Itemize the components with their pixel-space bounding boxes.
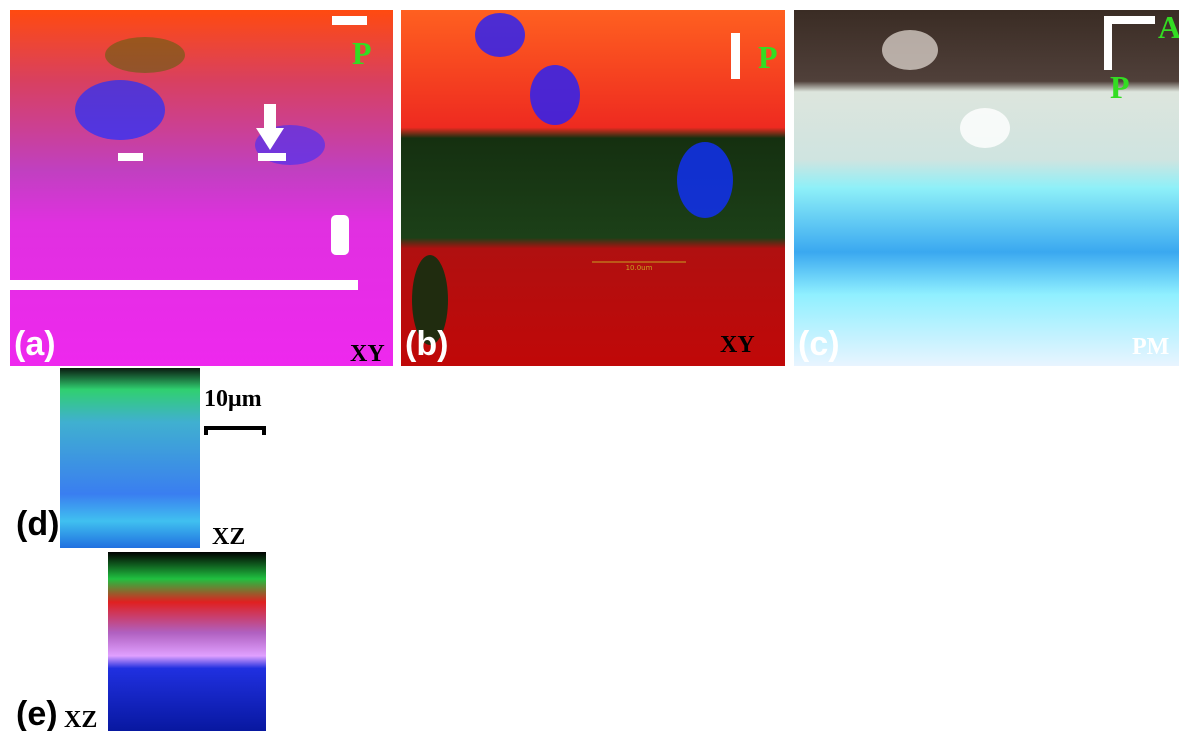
marker <box>731 33 740 79</box>
view-tag: PM <box>1132 334 1169 360</box>
view-tag: XZ <box>212 524 245 550</box>
defect <box>412 255 448 345</box>
scale-text: 10μm <box>204 386 262 412</box>
scale-text: 10.0um <box>626 264 653 272</box>
scale-bar <box>10 280 358 290</box>
view-tag: XY <box>350 341 385 367</box>
view-tag: XY <box>720 332 755 358</box>
panel-label: (b) <box>405 325 448 363</box>
analyzer-label: A <box>1158 9 1179 45</box>
marker <box>258 153 286 161</box>
defect <box>677 142 733 218</box>
marker <box>118 153 143 161</box>
micrograph <box>10 10 393 366</box>
panel-label: (a) <box>14 325 56 363</box>
polarizer-label: P <box>352 35 372 71</box>
scale-bar <box>204 426 266 435</box>
defect <box>882 30 938 70</box>
panel-label: (c) <box>798 325 840 363</box>
defect <box>75 80 165 140</box>
marker <box>332 16 367 25</box>
polarizer-frame <box>1104 16 1155 70</box>
polarizer-label: P <box>758 39 778 75</box>
polarizer-label: P <box>1110 69 1130 105</box>
arrow <box>256 104 284 150</box>
micrograph <box>794 10 1179 366</box>
defect <box>530 65 580 125</box>
defect <box>105 37 185 73</box>
defect <box>960 108 1010 148</box>
view-tag: XZ <box>64 707 97 731</box>
defect <box>475 13 525 57</box>
micrograph <box>60 368 200 548</box>
panel-label: (e) <box>16 695 58 731</box>
micrograph <box>108 552 266 731</box>
marker <box>331 215 349 255</box>
panel-label: (d) <box>16 505 59 543</box>
